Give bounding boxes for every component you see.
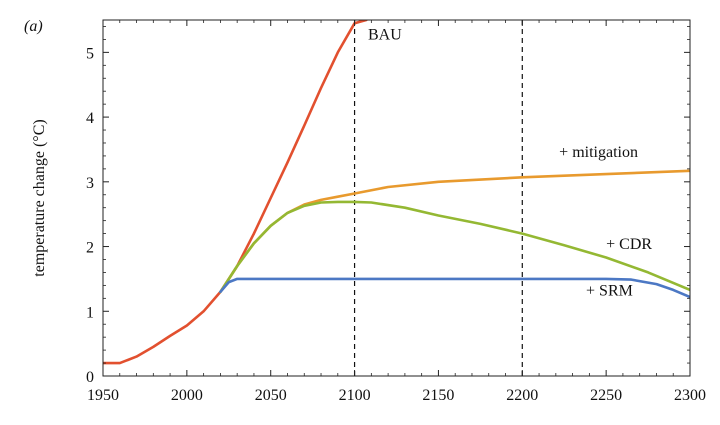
x-tick-label-2050: 2050 — [255, 387, 287, 404]
axes: 1950 2000 2050 2100 2150 2200 2250 2300 0 1 2 3 4 5 — [86, 20, 706, 404]
x-tick-label-2200: 2200 — [506, 387, 538, 404]
x-tick-label-2100: 2100 — [339, 387, 371, 404]
series-annotations: BAU + mitigation + CDR + SRM — [368, 26, 652, 299]
x-tick-label-2150: 2150 — [422, 387, 454, 404]
annotation-bau: BAU — [368, 26, 402, 43]
series-line-cdr — [219, 200, 690, 294]
y-tick-label-4: 4 — [86, 110, 94, 127]
annotation-cdr: + CDR — [606, 236, 652, 253]
y-tick-label-5: 5 — [86, 45, 94, 62]
series-line-bau — [103, 20, 368, 365]
x-tick-label-2250: 2250 — [590, 387, 622, 404]
annotation-mitigation: + mitigation — [559, 144, 638, 161]
x-tick-label-2000: 2000 — [171, 387, 203, 404]
plot-area — [353, 20, 523, 376]
x-tick-label-2300: 2300 — [674, 387, 706, 404]
y-tick-label-3: 3 — [86, 175, 94, 192]
panel-label: (a) — [24, 18, 43, 35]
series-lines — [103, 20, 690, 365]
series-line-mitigation — [219, 169, 690, 294]
y-tick-label-2: 2 — [86, 240, 94, 257]
x-tick-label-1950: 1950 — [87, 387, 119, 404]
y-tick-label-0: 0 — [86, 369, 94, 386]
series-line-srm — [219, 277, 690, 299]
y-tick-label-1: 1 — [86, 304, 94, 321]
annotation-srm: + SRM — [586, 283, 633, 300]
y-axis-label: temperature change (°C) — [31, 119, 48, 276]
plot-frame — [102, 19, 691, 377]
